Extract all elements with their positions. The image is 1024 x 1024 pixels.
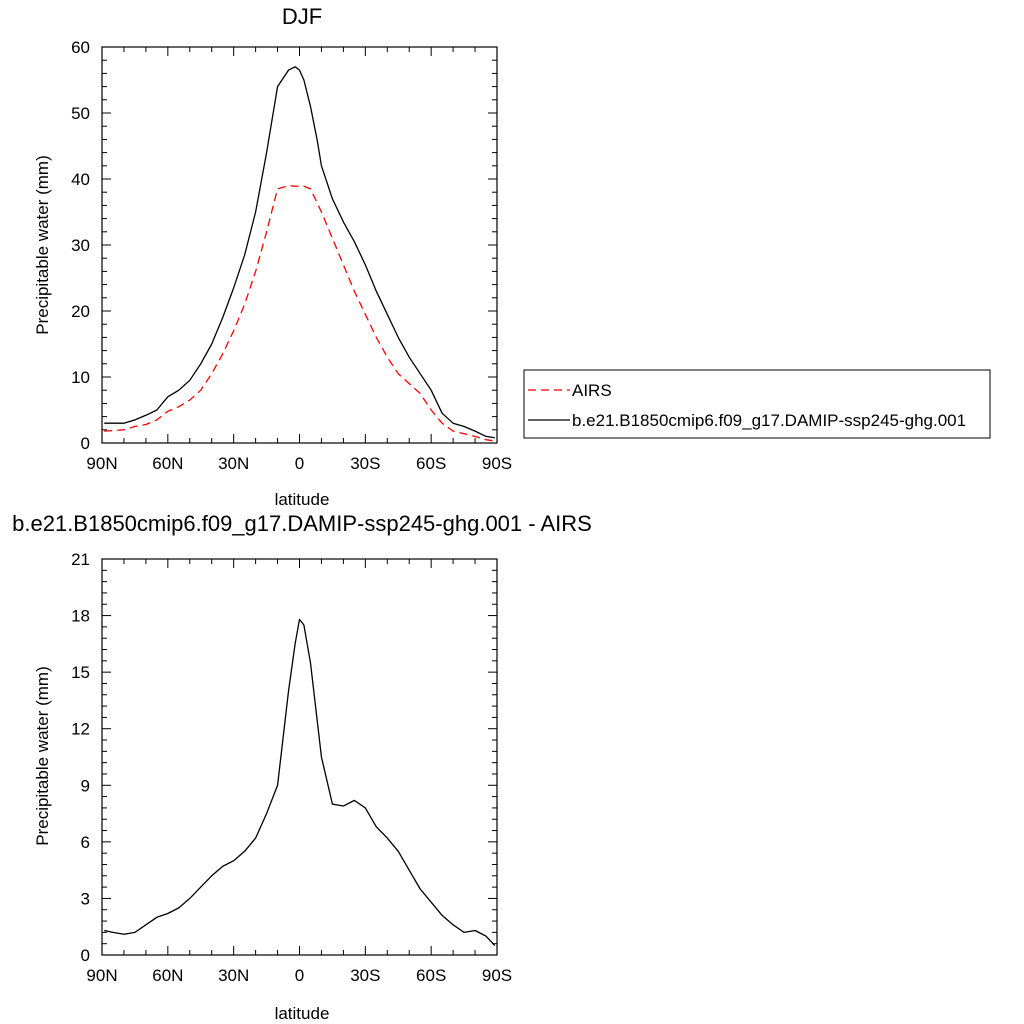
y-axis-label: Precipitable water (mm) (33, 155, 52, 335)
x-tick-label: 30N (218, 454, 249, 473)
y-tick-label: 50 (71, 104, 90, 123)
y-tick-label: 30 (71, 236, 90, 255)
y-tick-label: 0 (81, 434, 90, 453)
plot-frame (101, 558, 498, 956)
legend: AIRS b.e21.B1850cmip6.f09_g17.DAMIP-ssp2… (523, 369, 991, 439)
y-tick-label: 15 (71, 663, 90, 682)
legend-label-model: b.e21.B1850cmip6.f09_g17.DAMIP-ssp245-gh… (572, 411, 966, 430)
y-tick-label: 60 (71, 38, 90, 57)
x-tick-label: 90S (482, 454, 512, 473)
legend-box (523, 369, 991, 439)
y-tick-label: 10 (71, 368, 90, 387)
y-tick-label: 20 (71, 302, 90, 321)
x-axis-label: latitude (275, 490, 330, 509)
y-tick-label: 0 (81, 946, 90, 965)
y-tick-label: 21 (71, 550, 90, 569)
x-tick-label: 0 (295, 454, 304, 473)
panel-djf: DJF Precipitable water (mm) latitude 90N… (33, 4, 991, 509)
x-tick-label: 60S (416, 454, 446, 473)
y-tick-label: 9 (81, 776, 90, 795)
y-tick-label: 40 (71, 170, 90, 189)
legend-label-airs: AIRS (572, 381, 612, 400)
series-layer (104, 66, 495, 442)
y-axis-label: Precipitable water (mm) (33, 666, 52, 846)
x-tick-label: 60N (152, 454, 183, 473)
series-line-0 (104, 184, 495, 442)
y-tick-label: 18 (71, 607, 90, 626)
y-tick-label: 12 (71, 720, 90, 739)
series-line-0 (104, 618, 496, 947)
x-tick-label: 90N (86, 966, 117, 985)
x-tick-label: 30N (218, 966, 249, 985)
y-tick-label: 6 (81, 833, 90, 852)
axis-ticks: 90N 60N 30N 0 30S 60S 90S 0 3 6 9 12 15 18 21 (71, 550, 512, 985)
chart-title: b.e21.B1850cmip6.f09_g17.DAMIP-ssp245-gh… (12, 511, 592, 536)
x-tick-label: 90N (86, 454, 117, 473)
series-line-1 (104, 66, 495, 439)
x-tick-label: 30S (350, 454, 380, 473)
x-tick-label: 0 (295, 966, 304, 985)
chart-title: DJF (282, 4, 322, 29)
x-tick-label: 90S (482, 966, 512, 985)
panel-difference: b.e21.B1850cmip6.f09_g17.DAMIP-ssp245-gh… (12, 511, 592, 1023)
plot-frame (101, 46, 498, 444)
x-axis-label: latitude (275, 1004, 330, 1023)
x-tick-label: 60N (152, 966, 183, 985)
series-layer (104, 618, 496, 947)
x-tick-label: 30S (350, 966, 380, 985)
y-tick-label: 3 (81, 889, 90, 908)
axis-ticks: 90N 60N 30N 0 30S 60S 90S 0 10 20 30 40 50 60 (71, 38, 512, 473)
x-tick-label: 60S (416, 966, 446, 985)
